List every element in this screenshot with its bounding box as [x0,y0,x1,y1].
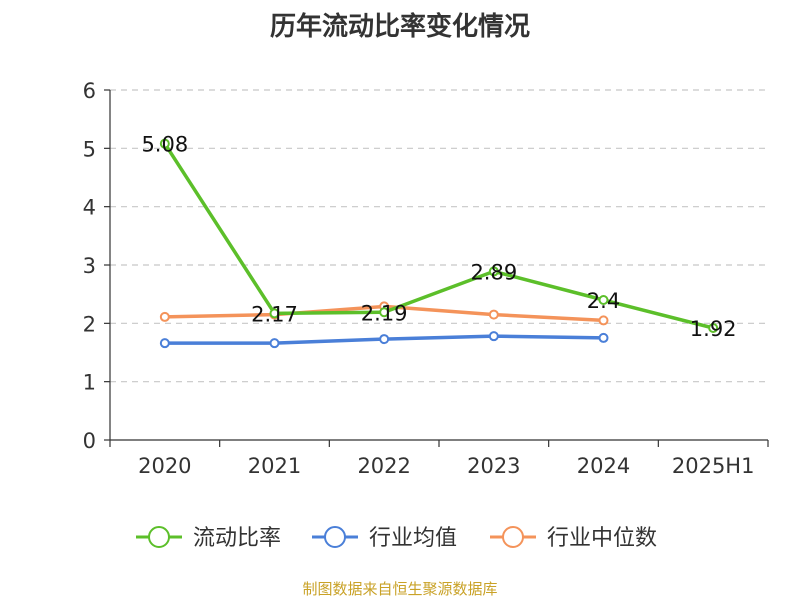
data-point [488,331,499,342]
y-tick-label: 6 [83,79,96,103]
x-tick-label: 2024 [577,454,630,478]
data-label: 5.08 [141,133,188,157]
data-point [159,311,170,322]
data-point [379,307,390,318]
legend-marker [324,526,346,548]
series-1 [159,331,609,349]
data-point [488,309,499,320]
y-tick-label: 4 [83,196,96,220]
legend-marker [502,526,524,548]
y-tick-label: 0 [83,429,96,453]
data-point [269,308,280,319]
data-point [598,332,609,343]
legend-marker [148,526,170,548]
x-tick-label: 2021 [248,454,301,478]
data-point [159,338,170,349]
y-tick-label: 3 [83,254,96,278]
chart-title: 历年流动比率变化情况 [269,12,530,42]
data-point [598,295,609,305]
data-point [379,334,390,345]
x-tick-label: 2023 [467,454,520,478]
source-note: 制图数据来自恒生聚源数据库 [302,580,498,598]
y-tick-label: 5 [83,137,96,161]
legend-label: 行业中位数 [547,526,657,551]
legend-label: 流动比率 [193,526,281,551]
data-point [488,266,499,277]
data-label: 2.4 [587,289,620,313]
data-point [708,323,719,333]
data-label: 2.17 [251,302,298,326]
legend-item-1: 行业均值 [312,526,457,551]
data-point [159,138,170,149]
data-label: 2.19 [361,301,408,325]
x-tick-label: 2022 [357,454,410,478]
data-point [269,338,280,349]
data-point [598,315,609,326]
series-0 [159,138,719,333]
data-label: 2.89 [470,260,517,284]
legend-label: 行业均值 [369,526,457,551]
y-tick-label: 2 [83,312,96,336]
legend-item-0: 流动比率 [136,526,281,551]
series-line [163,142,714,330]
x-tick-label: 2020 [138,454,191,478]
legend-item-2: 行业中位数 [490,526,657,551]
x-tick-label: 2025H1 [672,454,755,478]
y-tick-label: 1 [83,371,96,395]
data-label: 1.92 [690,317,737,341]
